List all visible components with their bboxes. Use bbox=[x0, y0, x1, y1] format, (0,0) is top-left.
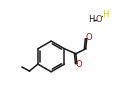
Text: ·: · bbox=[101, 12, 104, 22]
Text: H: H bbox=[102, 10, 109, 19]
Text: O: O bbox=[75, 60, 82, 69]
Text: O: O bbox=[85, 33, 92, 42]
Text: O: O bbox=[96, 15, 103, 24]
Text: H: H bbox=[89, 15, 95, 24]
